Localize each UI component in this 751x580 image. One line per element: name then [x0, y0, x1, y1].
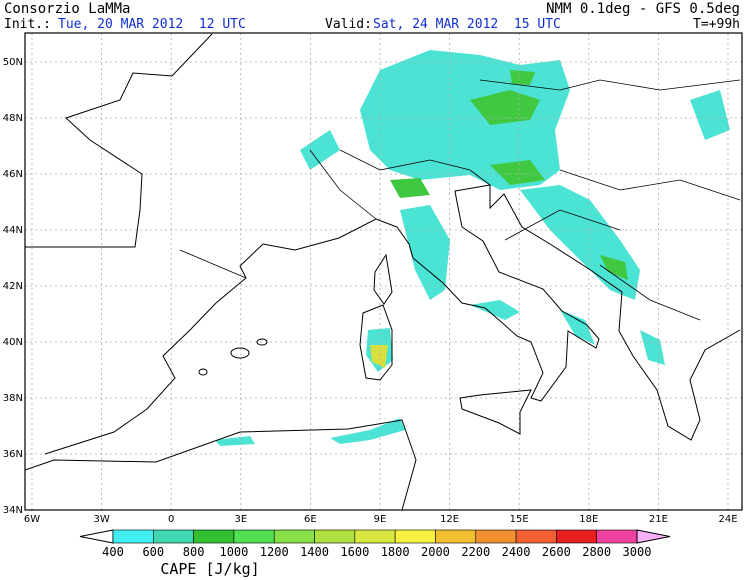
colorbar-label: 2800 [582, 545, 611, 559]
colorbar-label: 2000 [421, 545, 450, 559]
coastlines [25, 33, 741, 510]
lon-label: 9E [374, 514, 387, 525]
colorbar-label: 1800 [381, 545, 410, 559]
colorbar-label: 2200 [461, 545, 490, 559]
lat-label: 48N [3, 113, 23, 124]
colorbar-label: 800 [183, 545, 205, 559]
colorbar-label: 3000 [623, 545, 652, 559]
lon-label: 3E [234, 514, 247, 525]
colorbar-box [233, 529, 275, 544]
map [24, 32, 743, 511]
colorbar [79, 529, 671, 544]
lat-label: 38N [3, 393, 23, 404]
cape-areas [215, 50, 730, 446]
init-time: Tue, 20 MAR 2012 12 UTC [58, 17, 246, 32]
model-title: NMM 0.1deg - GFS 0.5deg [546, 1, 740, 17]
colorbar-label: 1200 [260, 545, 289, 559]
colorbar-box [475, 529, 517, 544]
colorbar-box [193, 529, 235, 544]
colorbar-label: 600 [142, 545, 164, 559]
colorbar-label: 2400 [502, 545, 531, 559]
colorbar-box [556, 529, 597, 544]
colorbar-box [394, 529, 436, 544]
colorbar-label: 400 [102, 545, 124, 559]
colorbar-end-high [636, 529, 671, 544]
lon-label: 21E [649, 514, 668, 525]
lon-label: 15E [510, 514, 529, 525]
lat-label: 40N [3, 337, 23, 348]
colorbar-label: 1600 [340, 545, 369, 559]
lon-label: 12E [440, 514, 459, 525]
lat-label: 36N [3, 449, 23, 460]
lead-time: T=+99h [693, 17, 740, 32]
lat-label: 50N [3, 57, 23, 68]
colorbar-box [273, 529, 315, 544]
colorbar-box [435, 529, 477, 544]
lon-label: 0 [168, 514, 174, 525]
lat-label: 46N [3, 169, 23, 180]
valid-time: Sat, 24 MAR 2012 15 UTC [373, 17, 561, 32]
lon-label: 24E [718, 514, 737, 525]
lat-label: 34N [3, 505, 23, 516]
lon-label: 3W [93, 514, 109, 525]
lon-label: 6W [24, 514, 40, 525]
init-label: Init.: [4, 17, 51, 32]
colorbar-box [515, 529, 557, 544]
lon-label: 6E [304, 514, 317, 525]
org-title: Consorzio LaMMa [4, 1, 130, 17]
colorbar-label: 1400 [300, 545, 329, 559]
colorbar-label: 1000 [219, 545, 248, 559]
map-frame [24, 32, 743, 511]
valid-label: Valid: [325, 17, 372, 32]
colorbar-box [153, 529, 194, 544]
lat-label: 44N [3, 225, 23, 236]
colorbar-box [596, 529, 638, 544]
lon-label: 18E [579, 514, 598, 525]
colorbar-box [112, 529, 154, 544]
lat-label: 42N [3, 281, 23, 292]
colorbar-title: CAPE [J/kg] [160, 560, 259, 578]
colorbar-box [354, 529, 396, 544]
colorbar-box [314, 529, 356, 544]
colorbar-end-low [79, 529, 114, 544]
cape-high [370, 70, 628, 368]
colorbar-label: 2600 [542, 545, 571, 559]
